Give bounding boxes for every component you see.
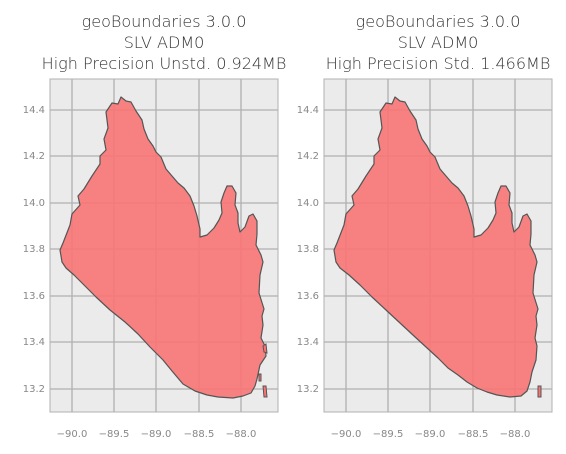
right-panel-title: geoBoundaries 3.0.0 SLV ADM0 High Precis… xyxy=(308,11,566,74)
right-ytick-label: 13.6 xyxy=(297,291,319,302)
left-xtick-label: −88.0 xyxy=(226,429,257,440)
right-island-1 xyxy=(537,385,542,398)
left-ytick-label: 13.4 xyxy=(23,337,45,348)
left-panel-title: geoBoundaries 3.0.0 SLV ADM0 High Precis… xyxy=(34,11,294,74)
right-xtick-label: −90.0 xyxy=(331,429,362,440)
right-ytick-label: 14.0 xyxy=(297,198,319,209)
left-xtick-label: −89.0 xyxy=(141,429,172,440)
right-ytick-label: 14.4 xyxy=(297,105,319,116)
left-country-shape xyxy=(59,96,267,399)
right-ytick-label: 13.2 xyxy=(297,384,319,395)
right-title-line-3: High Precision Std. 1.466MB xyxy=(325,54,551,73)
left-ytick-label: 13.2 xyxy=(23,384,45,395)
right-ytick-label: 13.4 xyxy=(297,337,319,348)
right-title-line-2: SLV ADM0 xyxy=(397,33,479,52)
left-x-ticks: −90.0 −89.5 −89.0 −88.5 −88.0 xyxy=(57,429,257,440)
right-ytick-label: 14.2 xyxy=(297,151,319,162)
left-xtick-label: −89.5 xyxy=(99,429,130,440)
left-island-3 xyxy=(262,385,268,398)
right-xtick-label: −88.5 xyxy=(458,429,489,440)
right-map-panel xyxy=(323,78,553,413)
left-title-line-2: SLV ADM0 xyxy=(123,33,205,52)
right-x-ticks: −90.0 −89.5 −89.0 −88.5 −88.0 xyxy=(331,429,531,440)
right-ytick-label: 13.8 xyxy=(297,244,319,255)
left-island-2 xyxy=(258,373,262,382)
right-title-line-1: geoBoundaries 3.0.0 xyxy=(355,12,521,31)
right-xtick-label: −89.0 xyxy=(415,429,446,440)
left-y-ticks: 14.4 14.2 14.0 13.8 13.6 13.4 13.2 xyxy=(23,105,45,395)
left-title-line-1: geoBoundaries 3.0.0 xyxy=(81,12,247,31)
left-ytick-label: 13.8 xyxy=(23,244,45,255)
left-map-panel xyxy=(49,78,279,413)
right-xtick-label: −89.5 xyxy=(373,429,404,440)
left-ytick-label: 13.6 xyxy=(23,291,45,302)
left-island-1 xyxy=(262,343,268,354)
left-ytick-label: 14.0 xyxy=(23,198,45,209)
left-xtick-label: −90.0 xyxy=(57,429,88,440)
right-y-ticks: 14.4 14.2 14.0 13.8 13.6 13.4 13.2 xyxy=(297,105,319,395)
left-ytick-label: 14.4 xyxy=(23,105,45,116)
left-xtick-label: −88.5 xyxy=(184,429,215,440)
right-country-shape xyxy=(333,96,539,398)
left-title-line-3: High Precision Unstd. 0.924MB xyxy=(41,54,287,73)
left-ytick-label: 14.2 xyxy=(23,151,45,162)
right-xtick-label: −88.0 xyxy=(500,429,531,440)
